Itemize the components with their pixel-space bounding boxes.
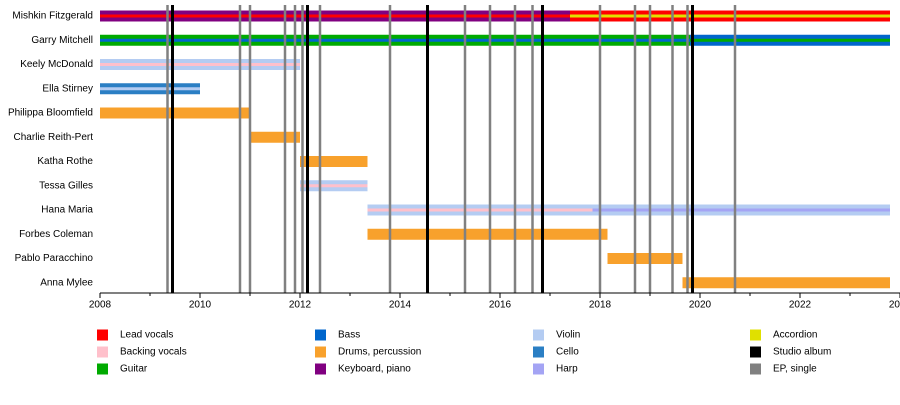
legend-swatch bbox=[315, 346, 326, 358]
x-tick-label: 2012 bbox=[289, 300, 312, 311]
x-tick-label: 2016 bbox=[489, 300, 512, 311]
member-label: Philippa Bloomfield bbox=[8, 108, 93, 119]
member-label: Tessa Gilles bbox=[39, 180, 93, 191]
legend-label: Harp bbox=[556, 364, 578, 375]
member-bar bbox=[570, 14, 890, 18]
legend-label: Backing vocals bbox=[120, 347, 187, 358]
member-bar bbox=[300, 156, 368, 167]
x-tick-label: 2018 bbox=[589, 300, 612, 311]
legend-label: Studio album bbox=[773, 347, 831, 358]
member-bar bbox=[100, 38, 690, 42]
legend-label: Accordion bbox=[773, 330, 817, 341]
legend-swatch bbox=[315, 329, 326, 341]
legend-label: Drums, percussion bbox=[338, 347, 421, 358]
member-bar bbox=[690, 38, 890, 42]
legend-swatch bbox=[533, 346, 544, 358]
member-bar bbox=[100, 14, 570, 18]
x-tick-label: 2024 bbox=[889, 300, 900, 311]
x-tick-label: 2008 bbox=[89, 300, 112, 311]
legend-swatch bbox=[97, 346, 108, 358]
x-tick-label: 2010 bbox=[189, 300, 212, 311]
legend-label: Bass bbox=[338, 330, 360, 341]
legend-swatch bbox=[97, 329, 108, 341]
member-bar bbox=[367, 208, 593, 212]
legend-swatch bbox=[315, 363, 326, 375]
member-label: Mishkin Fitzgerald bbox=[12, 11, 93, 22]
legend-swatch bbox=[750, 363, 761, 375]
x-tick-label: 2022 bbox=[789, 300, 812, 311]
legend-label: EP, single bbox=[773, 364, 817, 375]
member-label: Garry Mitchell bbox=[31, 35, 93, 46]
member-bar bbox=[367, 228, 608, 240]
legend-label: Cello bbox=[556, 347, 579, 358]
legend-label: Keyboard, piano bbox=[338, 364, 411, 375]
legend-label: Violin bbox=[556, 330, 580, 341]
member-label: Katha Rothe bbox=[37, 156, 93, 167]
member-label: Keely McDonald bbox=[20, 59, 93, 70]
legend-swatch bbox=[750, 346, 761, 358]
member-label: Forbes Coleman bbox=[19, 229, 93, 240]
legend-swatch bbox=[533, 363, 544, 375]
legend-swatch bbox=[533, 329, 544, 341]
legend-swatch bbox=[97, 363, 108, 375]
member-bar bbox=[607, 253, 683, 264]
member-bar bbox=[250, 131, 300, 143]
member-bar bbox=[300, 184, 368, 188]
legend-swatch bbox=[750, 329, 761, 341]
member-label: Ella Stirney bbox=[42, 83, 93, 94]
x-tick-label: 2020 bbox=[689, 300, 712, 311]
member-bar bbox=[100, 87, 200, 91]
member-bar bbox=[100, 107, 250, 119]
member-bar bbox=[682, 277, 890, 289]
member-label: Pablo Paracchino bbox=[15, 253, 94, 264]
member-bar bbox=[100, 63, 300, 66]
member-label: Charlie Reith-Pert bbox=[14, 132, 94, 143]
member-label: Hana Maria bbox=[41, 205, 93, 216]
legend-label: Lead vocals bbox=[120, 330, 173, 341]
member-bar bbox=[592, 208, 890, 212]
x-tick-label: 2014 bbox=[389, 300, 412, 311]
legend-label: Guitar bbox=[120, 364, 148, 375]
member-label: Anna Mylee bbox=[40, 277, 93, 288]
